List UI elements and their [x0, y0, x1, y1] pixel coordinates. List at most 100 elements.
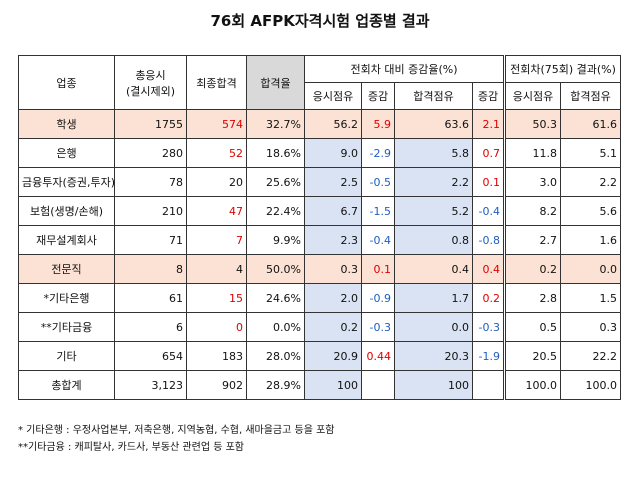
table-cell: 20.9 — [304, 341, 362, 371]
table-cell: 0.4 — [394, 254, 473, 284]
table-cell: 8.2 — [503, 196, 561, 226]
notes: * 기타은행 : 우정사업본부, 저축은행, 지역농협, 수협, 새마을금고 등… — [18, 422, 335, 456]
table-cell: 52 — [186, 138, 247, 168]
table-cell: 25.6% — [246, 167, 305, 197]
table-cell: 183 — [186, 341, 247, 371]
table-cell: 0.2 — [503, 254, 561, 284]
table-cell: 0.4 — [472, 254, 505, 284]
table-cell: 보험(생명/손해) — [18, 196, 115, 226]
table-cell: 61.6 — [560, 109, 621, 139]
header-cell: 증감 — [472, 82, 505, 110]
results-table: 업종 총응시 (결시제외) 최종합격 합격율 전회차 대비 증감율(%) 전회차(… — [18, 55, 621, 400]
table-cell: 7 — [186, 225, 247, 255]
table-cell: 0.2 — [304, 312, 362, 342]
table-cell: -2.9 — [361, 138, 395, 168]
table-cell: 63.6 — [394, 109, 473, 139]
table-cell: 8 — [114, 254, 187, 284]
table-cell: 32.7% — [246, 109, 305, 139]
table-cell: 0.0% — [246, 312, 305, 342]
table-cell: 24.6% — [246, 283, 305, 313]
table-cell: 0.44 — [361, 341, 395, 371]
table-cell: 2.5 — [304, 167, 362, 197]
table-cell: 5.6 — [560, 196, 621, 226]
table-cell: 전문직 — [18, 254, 115, 284]
table-cell: 2.2 — [560, 167, 621, 197]
table-cell: -0.3 — [361, 312, 395, 342]
table-cell: 5.1 — [560, 138, 621, 168]
table-row: 은행 280 52 18.6% 9.0 -2.9 5.8 0.7 11.8 5.1 — [18, 138, 621, 168]
table-cell: 0.1 — [472, 167, 505, 197]
table-cell: 0.0 — [394, 312, 473, 342]
table-cell: 5.9 — [361, 109, 395, 139]
table-cell: 22.4% — [246, 196, 305, 226]
table-cell: 20.5 — [503, 341, 561, 371]
table-cell: 2.0 — [304, 283, 362, 313]
table-cell: 56.2 — [304, 109, 362, 139]
table-cell: 6 — [114, 312, 187, 342]
table-cell: 15 — [186, 283, 247, 313]
table-cell: 50.0% — [246, 254, 305, 284]
table-cell: -0.5 — [361, 167, 395, 197]
table-cell: 902 — [186, 370, 247, 400]
table-cell: 9.9% — [246, 225, 305, 255]
table-cell: 0.5 — [503, 312, 561, 342]
header-cell: 응시점유 — [503, 82, 561, 110]
table-cell: 0.0 — [560, 254, 621, 284]
header-cell: 합격점유 — [560, 82, 621, 110]
table-cell: 1755 — [114, 109, 187, 139]
header-cell: 총응시 (결시제외) — [114, 55, 187, 110]
table-cell: *기타은행 — [18, 283, 115, 313]
header-cell: 전회차(75회) 결과(%) — [503, 55, 621, 83]
table-cell: 학생 — [18, 109, 115, 139]
header-cell: 최종합격 — [186, 55, 247, 110]
table-cell: 100 — [304, 370, 362, 400]
table-cell: 0.8 — [394, 225, 473, 255]
table-cell — [361, 370, 395, 400]
table-row: 보험(생명/손해) 210 47 22.4% 6.7 -1.5 5.2 -0.4 8.2 5.6 — [18, 196, 621, 226]
table-cell: -1.9 — [472, 341, 505, 371]
table-cell: 2.7 — [503, 225, 561, 255]
table-cell: 1.6 — [560, 225, 621, 255]
table-cell: -0.4 — [361, 225, 395, 255]
table-cell: 0.1 — [361, 254, 395, 284]
table-row: 금융투자(증권,투자) 78 20 25.6% 2.5 -0.5 2.2 0.1 3.0 2.2 — [18, 167, 621, 197]
table-row: 총합계 3,123 902 28.9% 100 100 100.0 100.0 — [18, 370, 621, 400]
table-cell: 61 — [114, 283, 187, 313]
table-cell: 100.0 — [560, 370, 621, 400]
note: **기타금융 : 캐피탈사, 카드사, 부동산 관련업 등 포함 — [18, 442, 244, 453]
table-cell: 0 — [186, 312, 247, 342]
table-cell: 78 — [114, 167, 187, 197]
table-row: 기타 654 183 28.0% 20.9 0.44 20.3 -1.9 20.5 22.2 — [18, 341, 621, 371]
table-cell: 0.7 — [472, 138, 505, 168]
table-cell: -0.4 — [472, 196, 505, 226]
table-cell — [472, 370, 505, 400]
table-cell: 47 — [186, 196, 247, 226]
table-cell: 5.2 — [394, 196, 473, 226]
table-cell: 재무설계회사 — [18, 225, 115, 255]
table-cell: 28.0% — [246, 341, 305, 371]
table-row: *기타은행 61 15 24.6% 2.0 -0.9 1.7 0.2 2.8 1.5 — [18, 283, 621, 313]
table-cell: 2.2 — [394, 167, 473, 197]
table-cell: 2.3 — [304, 225, 362, 255]
table-cell: 280 — [114, 138, 187, 168]
table-cell: 18.6% — [246, 138, 305, 168]
table-cell: 은행 — [18, 138, 115, 168]
table-cell: 100.0 — [503, 370, 561, 400]
table-cell: 0.3 — [304, 254, 362, 284]
table-cell: 654 — [114, 341, 187, 371]
table-row: 학생 1755 574 32.7% 56.2 5.9 63.6 2.1 50.3 61.6 — [18, 109, 621, 139]
table-cell: 3,123 — [114, 370, 187, 400]
header-cell: 업종 — [18, 55, 115, 110]
table-cell: 2.1 — [472, 109, 505, 139]
table-cell: 20 — [186, 167, 247, 197]
table-cell: 574 — [186, 109, 247, 139]
table-cell: 기타 — [18, 341, 115, 371]
table-cell: 3.0 — [503, 167, 561, 197]
table-cell: 20.3 — [394, 341, 473, 371]
title: 76회 AFPK자격시험 업종별 결과 — [210, 12, 430, 30]
note: * 기타은행 : 우정사업본부, 저축은행, 지역농협, 수협, 새마을금고 등… — [18, 425, 335, 436]
table-row: **기타금융 6 0 0.0% 0.2 -0.3 0.0 -0.3 0.5 0.3 — [18, 312, 621, 342]
table-cell: 0.3 — [560, 312, 621, 342]
table-cell: 100 — [394, 370, 473, 400]
